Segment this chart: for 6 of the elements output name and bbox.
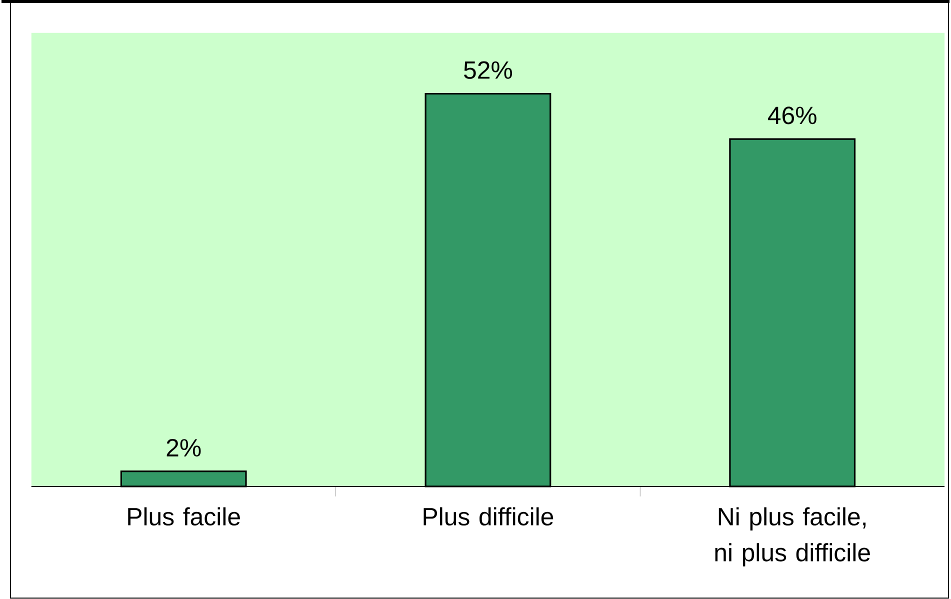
x-tick-label: Plus facile [128,507,240,526]
x-tick-label: Plus difficile [424,507,554,526]
data-label: 52% [464,61,512,79]
data-label: 2% [166,438,201,456]
data-label: 46% [768,106,816,124]
x-tick-label: Ni plus facile, ni plus difficile [715,507,870,566]
